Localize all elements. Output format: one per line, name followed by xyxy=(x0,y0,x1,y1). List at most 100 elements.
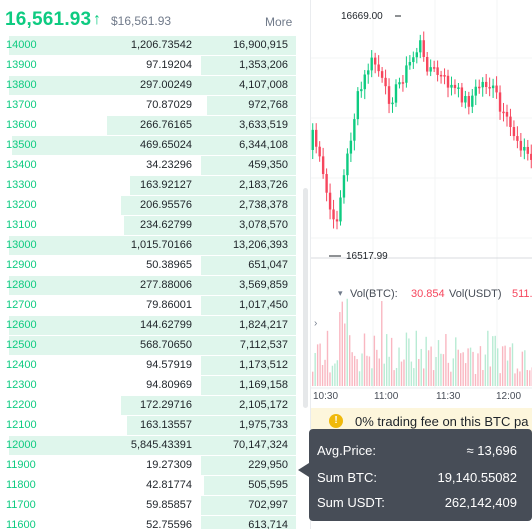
sum-usdt-value: 262,142,409 xyxy=(444,495,517,510)
order-book-row[interactable]: 13800 297.00249 4,107,008 xyxy=(0,75,296,95)
order-book-row[interactable]: 13700 70.87029 972,768 xyxy=(0,95,296,115)
volume-bar xyxy=(440,353,442,386)
time-label: 11:00 xyxy=(374,391,399,402)
order-book-row[interactable]: 11800 42.81774 505,595 xyxy=(0,475,296,495)
candle-body xyxy=(498,92,502,112)
candle-body xyxy=(467,96,471,107)
depth-bar xyxy=(8,36,296,55)
row-total: 6,344,108 xyxy=(239,139,288,151)
row-total: 13,206,393 xyxy=(232,239,288,251)
volume-bar xyxy=(400,361,403,386)
volume-bar xyxy=(331,365,334,386)
candle-body xyxy=(484,81,488,87)
volume-bar xyxy=(393,370,395,386)
row-amount: 1,015.70166 xyxy=(130,239,192,251)
volume-bar xyxy=(479,346,482,386)
more-link[interactable]: More xyxy=(265,15,293,29)
candle-body xyxy=(398,82,401,85)
row-total: 3,633,519 xyxy=(239,119,288,131)
row-price: 11800 xyxy=(6,479,36,491)
row-price: 12900 xyxy=(6,259,37,271)
row-total: 1,169,158 xyxy=(239,379,288,391)
order-book-scrollbar[interactable] xyxy=(303,188,308,408)
row-price: 13100 xyxy=(6,219,37,231)
volume-bar xyxy=(415,330,417,386)
candle-body xyxy=(450,84,453,88)
candle-body xyxy=(426,56,429,72)
volume-bar xyxy=(432,370,435,386)
candle-body xyxy=(481,81,484,88)
time-label: 12:00 xyxy=(496,391,522,402)
row-price: 13300 xyxy=(6,179,37,191)
candle-body xyxy=(474,86,477,96)
row-price: 13000 xyxy=(6,239,37,251)
depth-bar xyxy=(121,396,296,415)
order-book-row[interactable]: 13100 234.62799 3,078,570 xyxy=(0,215,296,235)
volume-bar xyxy=(437,340,440,386)
depth-bar xyxy=(201,516,296,529)
candle-body xyxy=(405,65,408,83)
tooltip-sum-btc-row: Sum BTC: 19,140.55082 xyxy=(317,470,517,490)
volume-bar xyxy=(489,366,491,386)
order-book-row[interactable]: 12100 163.13557 1,975,733 xyxy=(0,415,296,435)
order-book-row[interactable]: 13600 266.76165 3,633,519 xyxy=(0,115,296,135)
order-book-row[interactable]: 13400 34.23296 459,350 xyxy=(0,155,296,175)
candle-body xyxy=(443,75,446,77)
order-book-row[interactable]: 13900 97.19204 1,353,206 xyxy=(0,55,296,75)
candle-body xyxy=(509,116,512,128)
row-price: 13400 xyxy=(6,159,37,171)
order-book-row[interactable]: 12000 5,845.43391 70,147,324 xyxy=(0,435,296,455)
row-price: 13200 xyxy=(6,199,37,211)
avg-price-value: ≈ 13,696 xyxy=(466,443,517,458)
order-book-row[interactable]: 11600 52.75596 613,714 xyxy=(0,515,296,529)
chevron-right-icon[interactable]: › xyxy=(314,318,318,329)
order-book-row[interactable]: 12200 172.29716 2,105,172 xyxy=(0,395,296,415)
vol-btc-value: 30.854 xyxy=(411,288,445,300)
chevron-down-icon[interactable]: ▾ xyxy=(338,288,343,298)
volume-bar xyxy=(509,347,511,386)
candle-body xyxy=(460,87,464,103)
volume-bar xyxy=(460,353,462,386)
order-book-row[interactable]: 12700 79.86001 1,017,450 xyxy=(0,295,296,315)
time-label: 10:30 xyxy=(313,391,339,402)
row-total: 459,350 xyxy=(248,159,288,171)
order-book-row[interactable]: 12300 94.80969 1,169,158 xyxy=(0,375,296,395)
order-book-row[interactable]: 13300 163.92127 2,183,726 xyxy=(0,175,296,195)
volume-bar xyxy=(482,370,484,386)
order-book-row[interactable]: 11900 19.27309 229,950 xyxy=(0,455,296,475)
depth-bar xyxy=(127,416,296,435)
order-book-row[interactable]: 12500 568.70650 7,112,537 xyxy=(0,335,296,355)
candle-body xyxy=(432,67,436,69)
row-amount: 19.27309 xyxy=(146,459,192,471)
order-book-row[interactable]: 13500 469.65024 6,344,108 xyxy=(0,135,296,155)
row-amount: 70.87029 xyxy=(146,99,192,111)
mark-price: $16,561.93 xyxy=(111,14,172,28)
row-price: 12800 xyxy=(6,279,37,291)
row-amount: 206.95576 xyxy=(140,199,192,211)
candle-body xyxy=(339,197,342,222)
candle-body xyxy=(419,40,422,53)
order-book-row[interactable]: 13000 1,015.70166 13,206,393 xyxy=(0,235,296,255)
row-price: 11900 xyxy=(6,459,36,471)
volume-bar xyxy=(356,359,358,386)
volume-bar xyxy=(383,363,385,386)
order-book-row[interactable]: 12400 94.57919 1,173,512 xyxy=(0,355,296,375)
order-book-row[interactable]: 13200 206.95576 2,738,378 xyxy=(0,195,296,215)
order-book-row[interactable]: 14000 1,206.73542 16,900,915 xyxy=(0,35,296,55)
row-price: 13900 xyxy=(6,59,37,71)
candle-body xyxy=(457,87,460,89)
order-book-row[interactable]: 12900 50.38965 651,047 xyxy=(0,255,296,275)
volume-bar xyxy=(388,356,390,386)
candle-body xyxy=(512,127,516,137)
row-price: 12000 xyxy=(6,439,37,451)
order-book-row[interactable]: 12800 277.88006 3,569,859 xyxy=(0,275,296,295)
order-book-row[interactable]: 11700 59.85857 702,997 xyxy=(0,495,296,515)
candle-body xyxy=(325,174,328,193)
order-book-row[interactable]: 12600 144.62799 1,824,217 xyxy=(0,315,296,335)
row-amount: 79.86001 xyxy=(146,299,192,311)
vol-usdt-value: 511. xyxy=(512,288,532,300)
row-price: 12400 xyxy=(6,359,37,371)
row-amount: 94.80969 xyxy=(146,379,192,391)
order-book: 16,561.93 ↑ $16,561.93 More 14000 1,206.7… xyxy=(0,9,296,529)
row-total: 7,112,537 xyxy=(239,339,288,351)
